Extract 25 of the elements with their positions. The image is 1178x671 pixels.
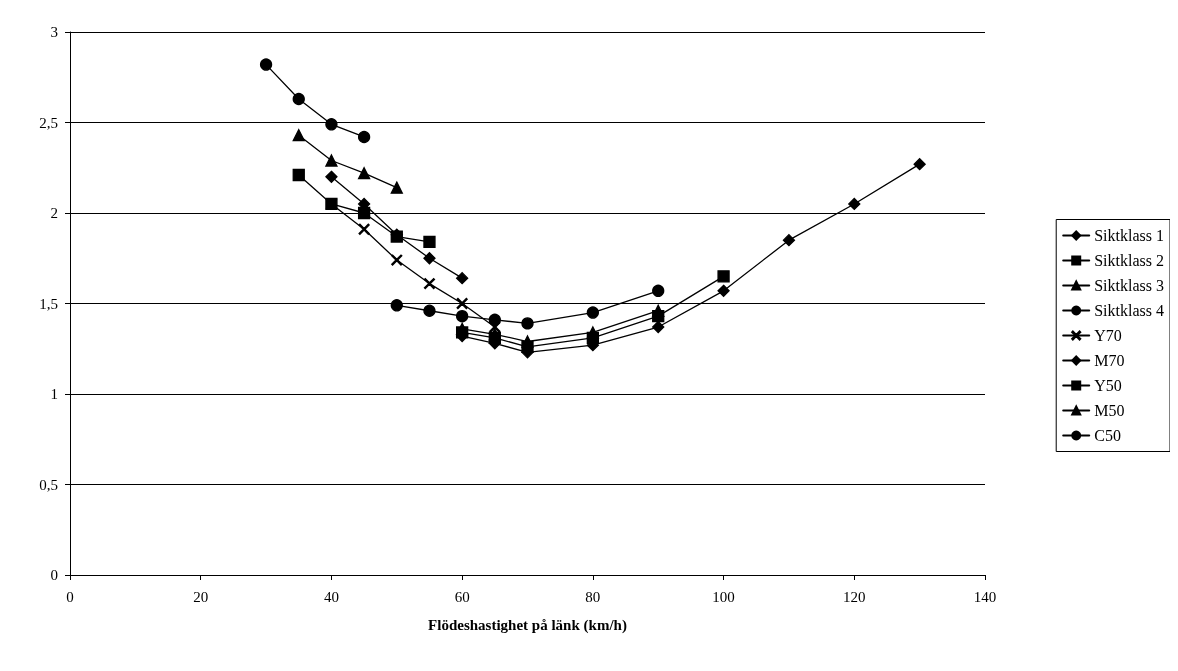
y-tick-label: 2 [50,205,58,221]
legend-label: Y50 [1094,377,1122,394]
legend-label: Siktklass 1 [1094,227,1165,244]
y-tick-label: 0 [50,567,58,583]
legend-label: Y70 [1094,327,1122,344]
x-tick-label: 120 [843,588,866,605]
y-tick-label: 2,5 [39,114,58,131]
x-tick-label: 40 [323,588,339,605]
x-axis-title: Flödeshastighet på länk (km/h) [428,616,627,634]
x-tick-label: 0 [66,588,74,605]
y-tick-label: 0,5 [39,476,58,493]
x-tick-label: 80 [585,588,601,605]
y-tick-label: 1,5 [39,295,58,312]
legend-label: Siktklass 2 [1094,252,1165,269]
legend-label: M70 [1094,352,1125,369]
x-tick-label: 20 [193,588,209,605]
x-tick-label: 100 [712,588,735,605]
legend-label: M50 [1094,402,1125,419]
legend-label: C50 [1094,427,1121,444]
x-tick-label: 140 [973,588,997,605]
legend-label: Siktklass 3 [1094,277,1165,294]
y-tick-label: 1 [50,386,58,402]
legend-label: Siktklass 4 [1094,302,1165,319]
y-tick-label: 3 [50,24,58,40]
x-tick-label: 60 [454,588,470,605]
